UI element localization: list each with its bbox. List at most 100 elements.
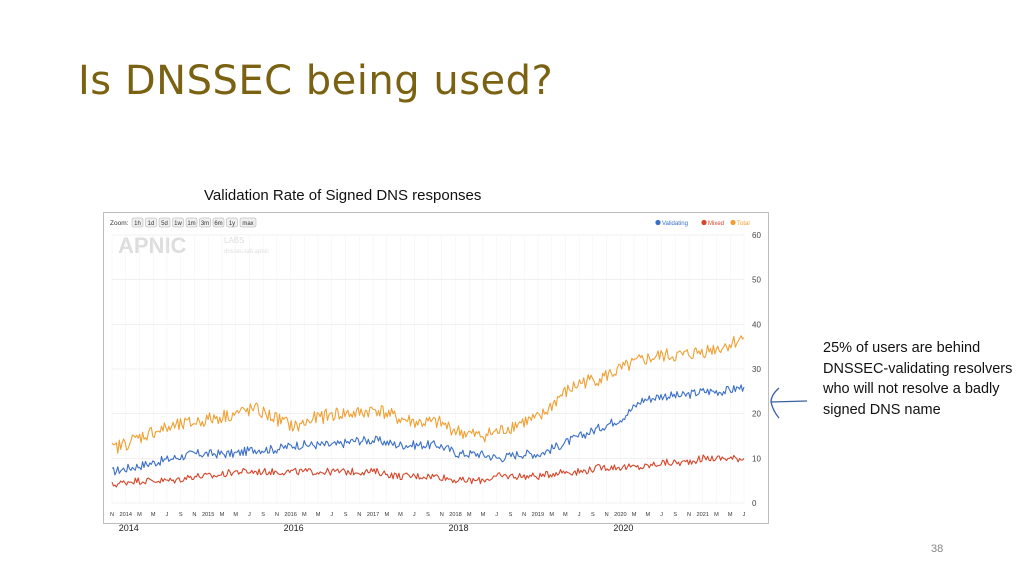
x-tick-label: N — [192, 512, 196, 518]
watermark-sub: dnssec-lab.apnic — [224, 249, 269, 255]
x-tick-label: M — [549, 512, 554, 518]
x-tick-label: J — [166, 512, 169, 518]
watermark-labs: LABS — [224, 236, 244, 245]
y-tick-label: 60 — [752, 231, 761, 240]
chart-frame: Zoom: 1h 1d 5d 1w 1m 3m 6m 1y max APNIC LABS dns… — [103, 212, 769, 524]
zoom-button-1h[interactable] — [131, 217, 144, 228]
x-tick-label: M — [632, 512, 637, 518]
zoom-button-label: 1y — [229, 221, 235, 227]
year-label: 2014 — [118, 523, 139, 533]
y-tick-label: 40 — [752, 320, 761, 329]
zoom-button-label: max — [242, 221, 253, 227]
zoom-button-label: 5d — [161, 221, 168, 227]
y-tick-label: 0 — [752, 499, 757, 508]
y-tick-label: 30 — [752, 365, 761, 374]
slide-title: Is DNSSEC being used? — [78, 58, 554, 104]
annotation-arrow — [770, 387, 808, 419]
x-tick-label: M — [714, 512, 719, 518]
x-tick-label: M — [316, 512, 321, 518]
x-tick-label: M — [233, 512, 238, 518]
annotation-line: signed DNS name — [823, 401, 941, 418]
x-tick-label: M — [481, 512, 486, 518]
zoom-label: Zoom: — [110, 220, 129, 227]
y-tick-label: 20 — [752, 410, 761, 419]
x-tick-label: J — [743, 512, 746, 518]
x-tick-label: N — [687, 512, 691, 518]
grid — [111, 234, 745, 504]
x-tick-label: J — [578, 512, 581, 518]
x-tick-label: J — [495, 512, 498, 518]
zoom-button-5d[interactable] — [158, 217, 171, 228]
x-tick-label: S — [591, 512, 595, 518]
zoom-button-label: 6m — [214, 221, 222, 227]
zoom-buttons: 1h 1d 5d 1w 1m 3m 6m 1y max — [131, 217, 257, 228]
legend-item-total[interactable]: Total — [737, 221, 750, 227]
series-line-total — [111, 335, 745, 454]
zoom-button-3m[interactable] — [199, 217, 211, 228]
zoom-button-label: 1h — [134, 221, 141, 227]
x-tick-label: S — [426, 512, 430, 518]
zoom-button-label: 1d — [148, 221, 155, 227]
y-tick-label: 50 — [752, 276, 761, 285]
x-tick-label: N — [110, 512, 114, 518]
x-tick-label: M — [645, 512, 650, 518]
zoom-button-1m[interactable] — [185, 217, 198, 228]
annotation-line: 25% of users are behind — [823, 340, 981, 356]
x-tick-label: N — [357, 512, 361, 518]
annotation-text: 25% of users are behind DNSSEC-validatin… — [823, 338, 1023, 420]
zoom-button-max[interactable] — [239, 217, 257, 228]
x-tick-label: 2021 — [697, 512, 709, 518]
x-tick-label: S — [673, 512, 677, 518]
legend-item-validating[interactable]: Validating — [662, 221, 688, 227]
legend-marker — [701, 219, 707, 226]
series-line-mixed — [111, 454, 745, 488]
year-label: 2016 — [283, 523, 304, 533]
x-tick-label: 2015 — [202, 512, 214, 518]
x-tick-label: N — [522, 512, 526, 518]
x-tick-label: M — [137, 512, 142, 518]
validation-rate-chart: Zoom: 1h 1d 5d 1w 1m 3m 6m 1y max APNIC LABS dns… — [110, 217, 761, 518]
zoom-button-6m[interactable] — [212, 217, 225, 228]
x-tick-label: J — [248, 512, 251, 518]
x-tick-label: 2017 — [367, 512, 379, 518]
legend: Validating Mixed Total — [655, 219, 750, 227]
zoom-button-label: 1m — [187, 221, 195, 227]
x-tick-label: J — [413, 512, 416, 518]
year-label: 2020 — [613, 523, 634, 533]
year-label: 2018 — [448, 523, 469, 533]
annotation-line: who will not resolve a badly — [823, 381, 1000, 397]
x-tick-label: S — [509, 512, 513, 518]
x-tick-label: J — [330, 512, 333, 518]
zoom-button-1d[interactable] — [145, 217, 157, 228]
x-tick-label: M — [563, 512, 568, 518]
x-tick-label: S — [261, 512, 265, 518]
watermark-logo: APNIC — [118, 233, 187, 258]
slide-number: 38 — [931, 543, 944, 555]
series-line-validating — [111, 384, 745, 476]
zoom-button-1y[interactable] — [226, 217, 238, 228]
legend-marker — [655, 219, 661, 226]
x-tick-label: N — [275, 512, 279, 518]
x-tick-label: N — [605, 512, 609, 518]
x-tick-label: M — [384, 512, 389, 518]
x-tick-label: 2019 — [532, 512, 544, 518]
x-axis-ticks: N 2014 M M J S N 2015 M M J S N 2016 M M J S N 2017 M M J S N 201… — [110, 512, 746, 518]
x-tick-label: 2020 — [614, 512, 626, 518]
zoom-button-1w[interactable] — [172, 217, 184, 228]
x-tick-label: M — [151, 512, 156, 518]
zoom-button-label: 3m — [201, 221, 209, 227]
legend-marker — [730, 219, 736, 226]
y-axis-ticks: 0 10 20 30 40 50 60 — [752, 231, 761, 508]
legend-item-mixed[interactable]: Mixed — [708, 221, 724, 227]
apnic-watermark: APNIC LABS dnssec-lab.apnic — [118, 233, 269, 258]
annotation-line: DNSSEC-validating resolvers — [823, 360, 1013, 377]
x-tick-label: M — [398, 512, 403, 518]
x-tick-label: M — [467, 512, 472, 518]
x-tick-label: M — [302, 512, 307, 518]
x-tick-label: M — [728, 512, 733, 518]
y-tick-label: 10 — [752, 454, 761, 463]
x-tick-label: S — [179, 512, 183, 518]
x-tick-label: 2014 — [120, 512, 132, 518]
x-tick-label: N — [440, 512, 444, 518]
x-tick-label: 2016 — [284, 512, 296, 518]
